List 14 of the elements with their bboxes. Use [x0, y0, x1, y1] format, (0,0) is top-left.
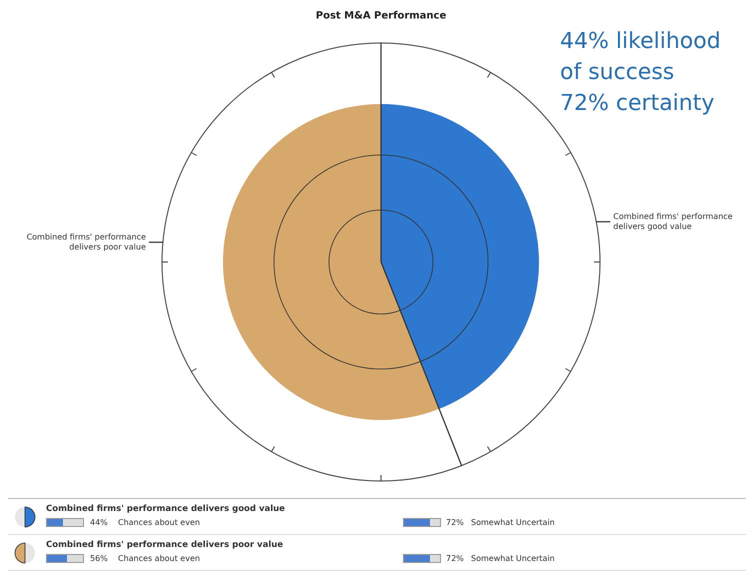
chart-title: Post M&A Performance	[316, 10, 446, 22]
text: 44% likelihood of success 72% certainty	[560, 28, 722, 118]
text: 72%	[446, 518, 464, 527]
text: Somewhat Uncertain	[471, 518, 555, 527]
text: 72%	[446, 554, 464, 563]
text: 56%	[90, 554, 108, 563]
text: 44%	[90, 518, 108, 527]
slice-label: Combined firms' performance delivers good value	[613, 212, 733, 231]
text: Chances about even	[118, 518, 200, 527]
text: Chances about even	[118, 554, 200, 563]
slice-label: Combined firms' performance delivers poor value	[26, 232, 146, 252]
category-label: Combined firms' performance delivers good value	[46, 504, 285, 514]
text: Somewhat Uncertain	[471, 554, 555, 563]
slice-label: Combined firms' performance delivers poor value	[46, 540, 284, 550]
